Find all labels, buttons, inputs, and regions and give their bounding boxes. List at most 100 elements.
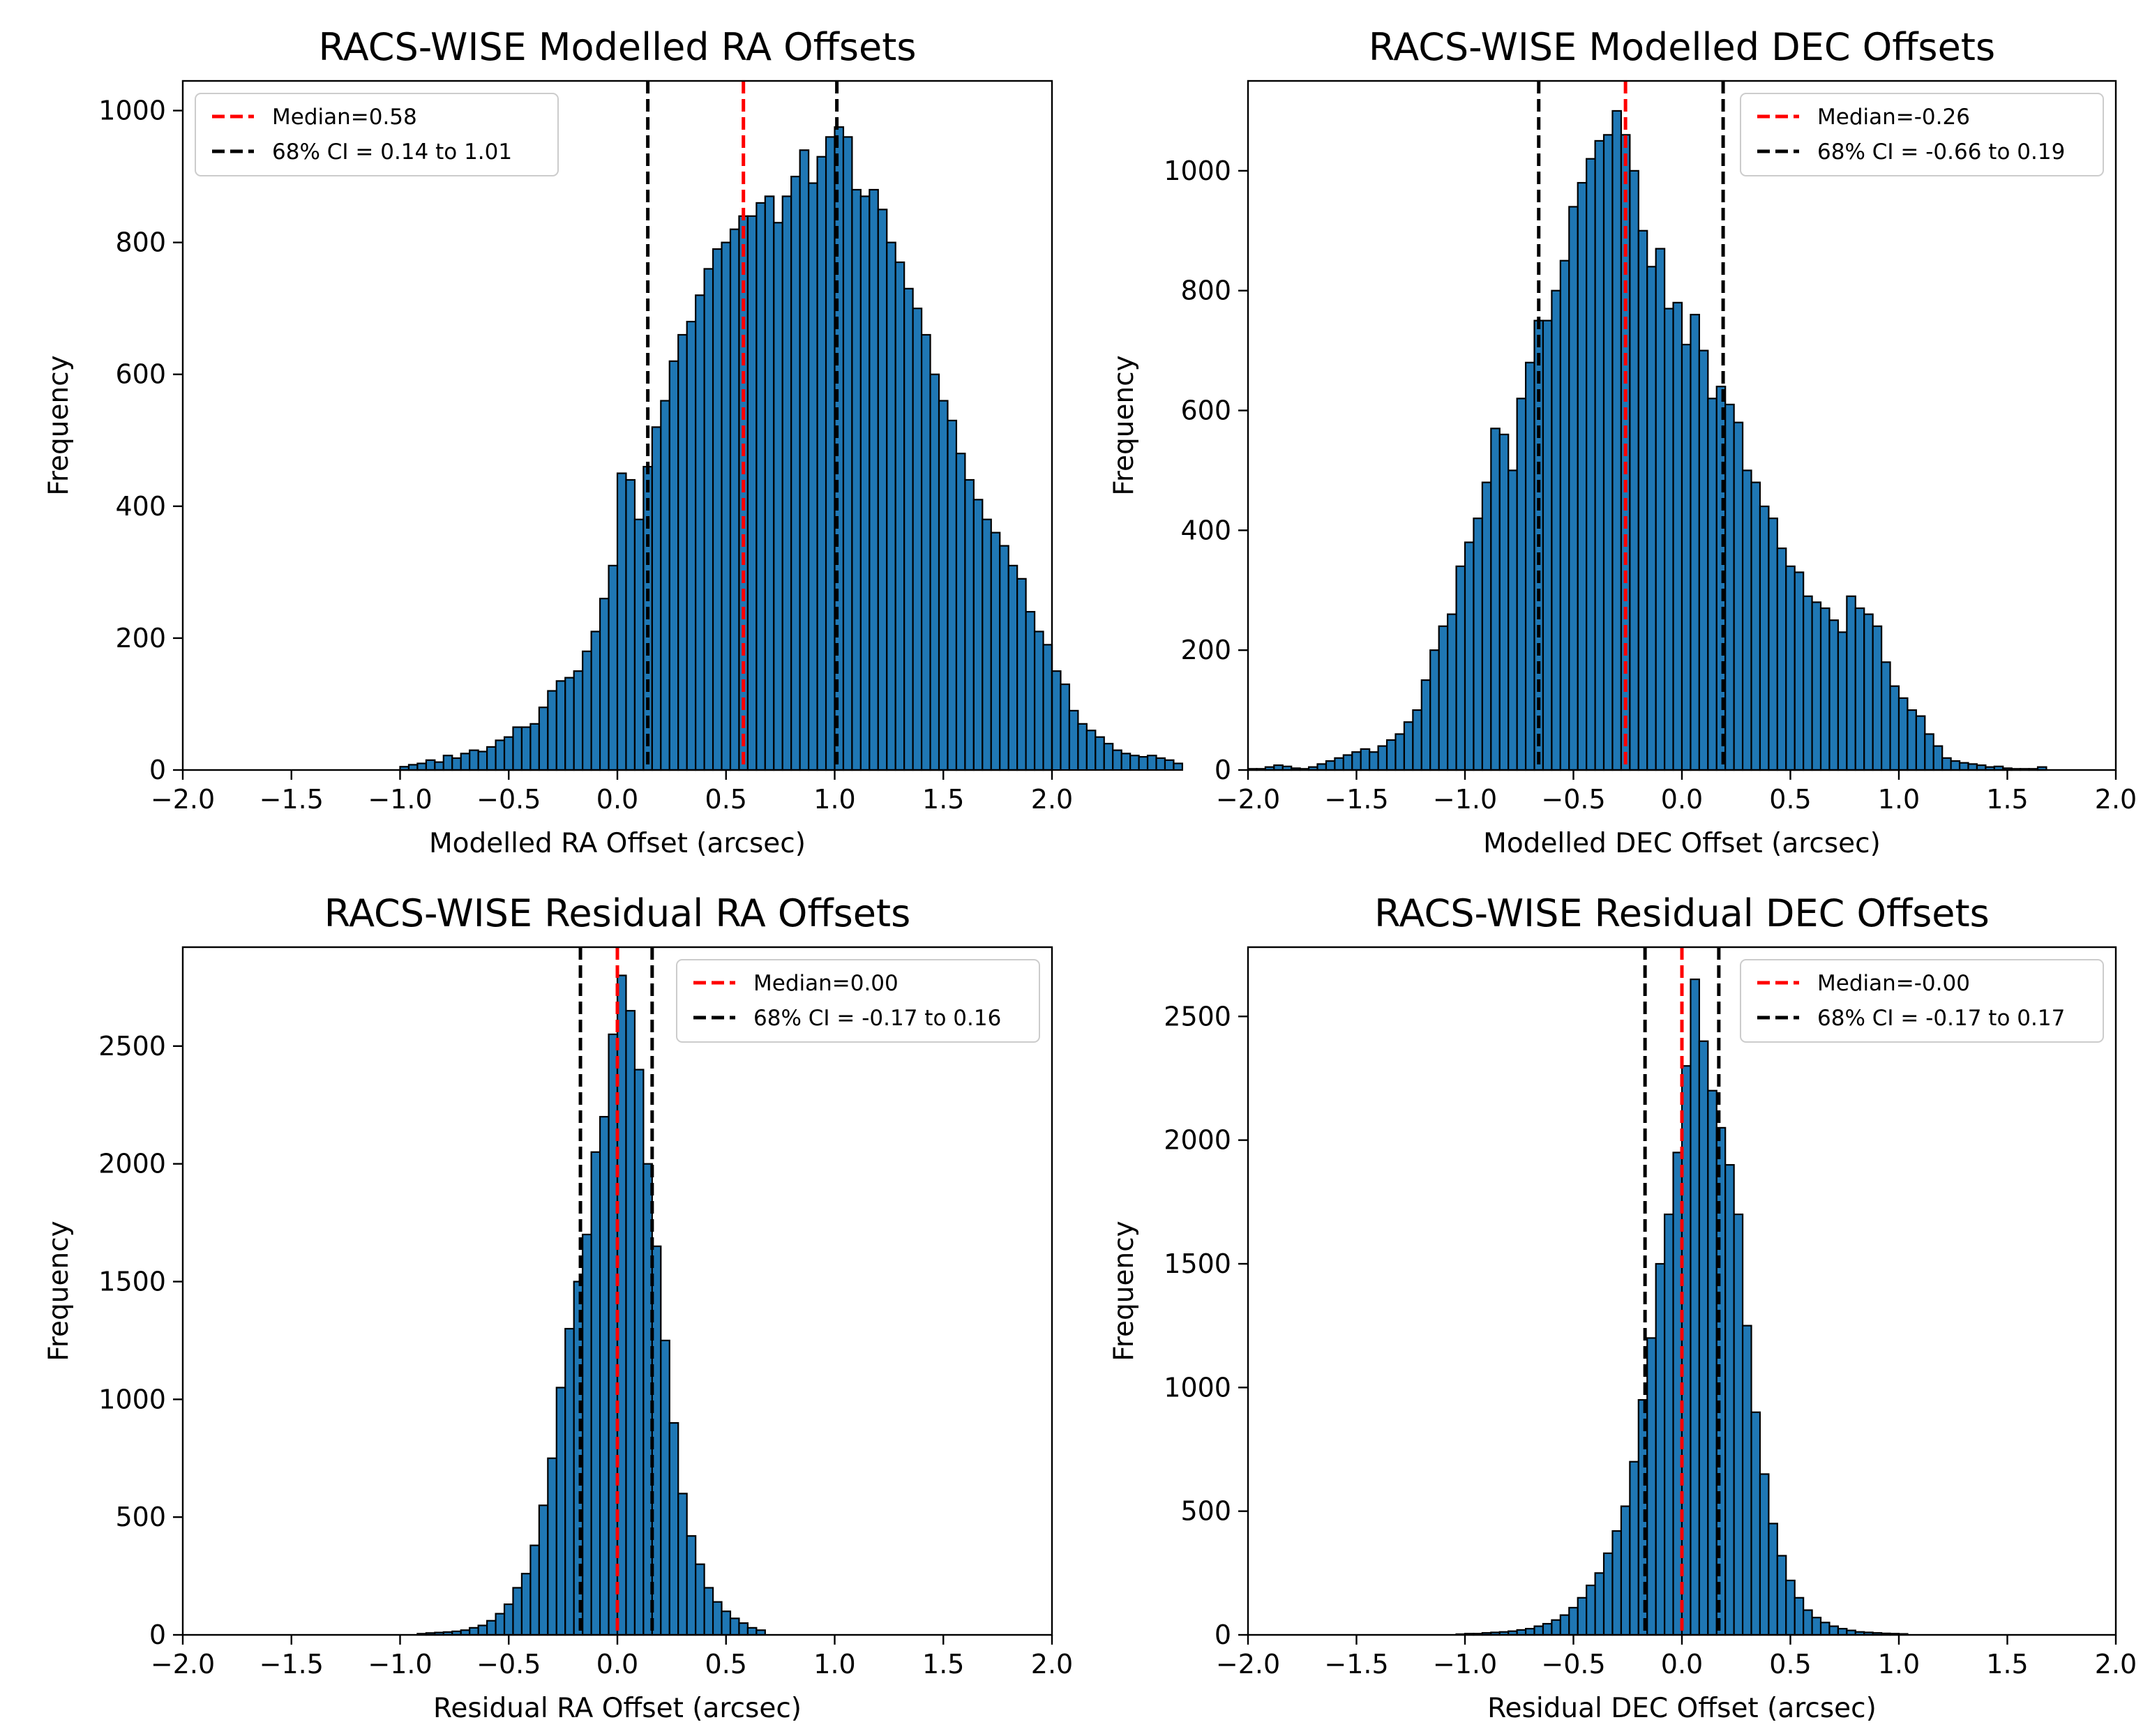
- histogram-bar: [790, 175, 801, 771]
- histogram-bar: [1794, 571, 1805, 771]
- histogram-bar: [816, 156, 827, 771]
- histogram-bar: [1551, 289, 1561, 771]
- histogram-bar: [1551, 1619, 1561, 1636]
- histogram-bar: [1568, 1606, 1579, 1636]
- histogram-bar: [1464, 541, 1475, 771]
- histogram-bar: [660, 400, 670, 771]
- histogram-bar: [538, 707, 549, 771]
- y-tick-label: 1000: [1164, 156, 1231, 186]
- histogram-bar: [894, 261, 905, 771]
- histogram-bar: [1881, 661, 1891, 771]
- y-tick-label: 0: [149, 755, 166, 785]
- y-tick-label: 2500: [98, 1031, 166, 1062]
- histogram-bar: [1447, 613, 1457, 771]
- histogram-bar: [486, 746, 497, 771]
- histogram-bar: [886, 241, 896, 771]
- y-axis-label: Frequency: [43, 1221, 75, 1361]
- x-tick-label: −0.5: [476, 1649, 541, 1680]
- histogram-bar: [1733, 1213, 1744, 1636]
- histogram-bar: [1698, 1040, 1709, 1636]
- histogram-bar: [1586, 1584, 1596, 1636]
- histogram-bar: [903, 287, 914, 771]
- histogram-bar: [486, 1620, 497, 1636]
- histogram-bar: [633, 518, 645, 771]
- histogram-bar: [1395, 733, 1406, 771]
- histogram-bar: [582, 1233, 592, 1636]
- x-axis-label: Residual DEC Offset (arcsec): [1487, 1693, 1877, 1724]
- histogram-bar: [1837, 1628, 1848, 1636]
- legend: Median=-0.26 68% CI = -0.66 to 0.19: [1740, 93, 2104, 176]
- y-tick-label: 0: [149, 1620, 166, 1650]
- x-tick-label: −1.5: [260, 784, 324, 815]
- histogram-bar: [590, 631, 601, 771]
- histogram-bar: [1932, 745, 1944, 771]
- histogram-bar: [1533, 1625, 1544, 1636]
- x-tick-label: 2.0: [1031, 784, 1073, 815]
- histogram-bar: [660, 1339, 670, 1636]
- histogram-bar: [1146, 755, 1157, 771]
- histogram-bar: [851, 188, 862, 771]
- chart-title: RACS-WISE Residual DEC Offsets: [1374, 891, 1990, 935]
- x-tick-label: 0.0: [596, 1649, 638, 1680]
- x-tick-label: −0.5: [1541, 784, 1605, 815]
- histogram-bar: [503, 736, 514, 771]
- histogram-bar: [990, 531, 1001, 771]
- histogram-bar: [1950, 760, 1961, 771]
- histogram-bar: [1112, 749, 1122, 771]
- x-tick-label: −2.0: [151, 1649, 215, 1680]
- histogram-bar: [1542, 319, 1553, 771]
- histogram-bar: [1508, 469, 1518, 771]
- histogram-bar: [1025, 610, 1036, 771]
- histogram-bar: [781, 195, 792, 771]
- histogram-bar: [1733, 421, 1744, 771]
- histogram-bar: [512, 726, 523, 771]
- histogram-bar: [451, 757, 462, 771]
- histogram-bar: [1051, 670, 1062, 771]
- histogram-bar: [773, 222, 783, 771]
- x-tick-label: −0.5: [1541, 1649, 1605, 1680]
- x-tick-label: 0.0: [1661, 784, 1703, 815]
- x-tick-label: 1.5: [922, 784, 964, 815]
- chart-panel-3: −2.0 −1.5 −1.0 −0.5 0.0 0.5 1.0 1.5 2.0 0 500 1000 1…: [43, 891, 1073, 1724]
- histogram-bar: [1334, 757, 1344, 771]
- histogram-bar: [729, 228, 740, 771]
- y-axis-label: Frequency: [1108, 355, 1140, 495]
- x-tick-label: −1.5: [260, 1649, 324, 1680]
- histogram-bar: [1759, 505, 1770, 771]
- histogram-bar: [599, 598, 610, 771]
- x-tick-label: −1.5: [1324, 1649, 1388, 1680]
- histogram-bar: [695, 294, 705, 771]
- legend-label: 68% CI = -0.17 to 0.16: [753, 1006, 1001, 1031]
- histogram-bar: [1724, 403, 1735, 771]
- x-tick-label: −1.0: [1433, 784, 1497, 815]
- y-axis-label: Frequency: [43, 355, 75, 495]
- histogram-bar: [1420, 679, 1431, 771]
- y-axis-label: Frequency: [1108, 1221, 1140, 1361]
- histogram-bar: [1863, 613, 1874, 771]
- histogram-bar: [1967, 763, 1978, 771]
- histogram-bar: [547, 690, 557, 771]
- histogram-bar: [1741, 1324, 1752, 1636]
- x-tick-label: 2.0: [1031, 1649, 1073, 1680]
- histogram-bar: [686, 1535, 697, 1636]
- histogram-bar: [1164, 759, 1175, 771]
- y-tick-label: 0: [1215, 755, 1231, 785]
- legend: Median=0.00 68% CI = -0.17 to 0.16: [676, 959, 1040, 1043]
- histogram-bar: [1958, 762, 1969, 771]
- histogram-bar: [1060, 683, 1071, 771]
- histogram-bar: [1490, 428, 1501, 771]
- legend-box: [1740, 93, 2104, 176]
- histogram-bar: [1664, 308, 1674, 771]
- y-tick-label: 200: [115, 623, 166, 654]
- x-tick-label: −2.0: [151, 784, 215, 815]
- histogram-bar: [1360, 748, 1371, 771]
- histogram-bar: [599, 1116, 610, 1636]
- histogram-bar: [808, 182, 818, 771]
- x-tick-label: 0.0: [1661, 1649, 1703, 1680]
- histogram-bar: [1897, 697, 1909, 771]
- histogram-bar: [1473, 518, 1483, 771]
- legend-box: [195, 93, 559, 176]
- y-tick-label: 1500: [1164, 1248, 1231, 1279]
- x-tick-label: −0.5: [476, 784, 541, 815]
- histogram-bar: [964, 478, 975, 771]
